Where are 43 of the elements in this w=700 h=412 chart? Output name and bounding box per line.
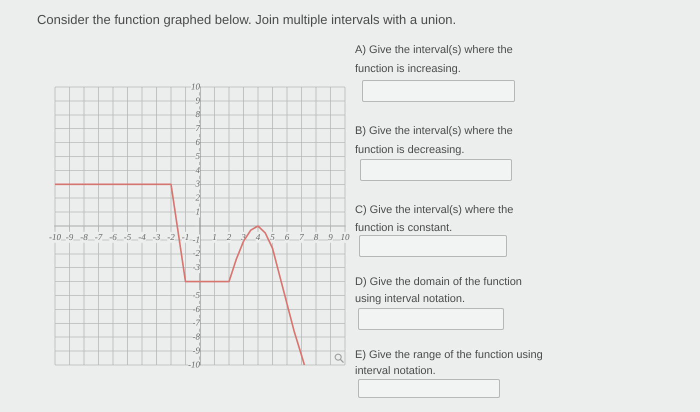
y-tick-label: -2: [192, 248, 200, 258]
x-tick-label: -9: [66, 232, 74, 242]
x-tick-label: -4: [138, 232, 146, 242]
x-tick-label: 4: [256, 232, 261, 242]
y-tick-label: 9: [196, 95, 200, 106]
x-tick-label: 5: [270, 232, 276, 242]
y-tick-label: 6: [196, 136, 200, 147]
y-tick-label: 4: [196, 164, 200, 175]
y-tick-label: 7: [196, 123, 200, 134]
y-tick-label: 1: [196, 206, 200, 216]
x-tick-label: -6: [109, 232, 118, 242]
x-tick-label: 1: [212, 232, 217, 242]
y-tick-label: 5: [196, 150, 200, 161]
y-tick-label: -9: [192, 345, 200, 356]
y-tick-label: 2: [196, 192, 200, 203]
x-tick-label: -8: [80, 232, 88, 242]
chart-title: Consider the function graphed below. Join multiple intervals with a union.: [37, 12, 456, 27]
x-tick-label: 9: [328, 232, 334, 242]
x-tick-label: -5: [124, 232, 132, 242]
x-tick-label: 6: [284, 232, 290, 242]
y-tick-label: 10: [191, 81, 200, 92]
x-tick-label: -1: [182, 232, 190, 242]
x-tick-label: 2: [226, 232, 232, 242]
y-tick-label: -10: [188, 359, 200, 370]
x-tick-label: -2: [167, 232, 176, 242]
y-tick-label: 8: [196, 109, 200, 120]
y-tick-label: -3: [192, 262, 200, 272]
y-tick-label: 3: [194, 178, 200, 189]
y-tick-label: -5: [192, 290, 200, 300]
text: A) Give the interval(s) where the function is increasing.: [355, 43, 514, 77]
x-tick-label: 7: [299, 232, 304, 242]
text: D) Give the domain of the function using interval notation.: [355, 275, 523, 307]
y-tick-label: -6: [192, 304, 200, 314]
text: C) Give the interval(s) where the function is constant.: [355, 203, 514, 236]
y-tick-label: -8: [192, 332, 200, 342]
x-tick-label: 8: [314, 232, 319, 242]
y-tick-label: -7: [192, 318, 200, 328]
x-tick-label: -7: [94, 232, 103, 242]
x-tick-label: 10: [340, 232, 350, 242]
x-tick-label: -10: [49, 232, 62, 242]
x-tick-label: -3: [152, 232, 161, 242]
text: B) Give the interval(s) where the function is decreasing.: [355, 124, 514, 158]
text: E) Give the range of the function using interval notation.: [355, 348, 544, 379]
